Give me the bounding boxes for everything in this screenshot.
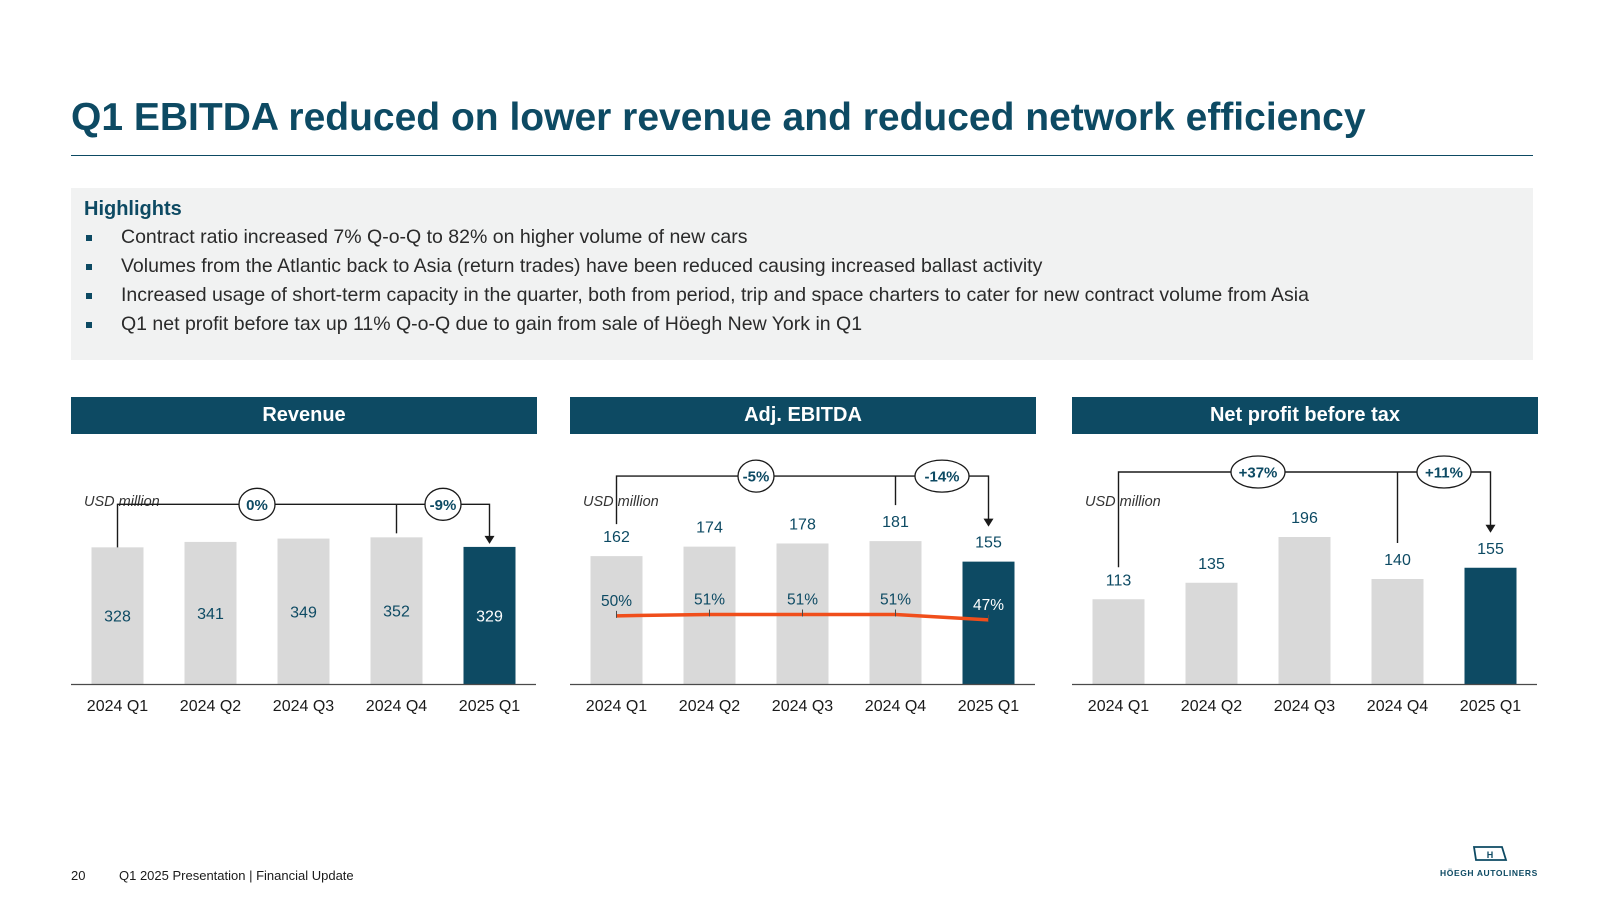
margin-value-label: 50% xyxy=(601,593,632,610)
highlights-heading: Highlights xyxy=(84,198,182,220)
change-bracket xyxy=(1117,471,1492,568)
change-arrowhead xyxy=(484,535,495,544)
change-bubble xyxy=(1416,455,1472,489)
bar xyxy=(962,561,1015,684)
bar xyxy=(590,556,643,684)
change-bubble xyxy=(424,487,462,521)
change-bracket xyxy=(116,503,491,548)
change-label: +37% xyxy=(1239,465,1278,482)
adj-ebitda-panel-header: Adj. EBITDA xyxy=(570,397,1036,434)
x-tick-label: 2025 Q1 xyxy=(958,698,1019,715)
change-label: 0% xyxy=(246,497,268,514)
bar xyxy=(370,537,423,684)
bar xyxy=(1092,599,1145,684)
x-tick-label: 2024 Q4 xyxy=(366,698,427,715)
revenue-chart: USD million 328 2024 Q1 341 2024 Q2 349 2024 Q… xyxy=(71,487,536,715)
highlight-item: Increased usage of short-term capacity i… xyxy=(84,281,1520,310)
highlight-item: Contract ratio increased 7% Q-o-Q to 82%… xyxy=(84,223,1520,252)
change-bubble xyxy=(914,459,970,493)
highlight-item: Volumes from the Atlantic back to Asia (… xyxy=(84,252,1520,281)
bar-value-label: 349 xyxy=(290,604,317,621)
bar-value-label: 174 xyxy=(696,520,723,537)
page-title: Q1 EBITDA reduced on lower revenue and r… xyxy=(71,96,1366,139)
x-tick-label: 2024 Q3 xyxy=(1274,698,1335,715)
highlight-item: Q1 net profit before tax up 11% Q-o-Q du… xyxy=(84,310,1520,339)
bar xyxy=(91,547,144,684)
change-label: -9% xyxy=(430,497,457,514)
net-profit-chart: USD million 113 2024 Q1 135 2024 Q2 196 2024 Q… xyxy=(1072,455,1537,715)
x-tick-label: 2025 Q1 xyxy=(459,698,520,715)
change-arrowhead xyxy=(983,518,994,527)
x-tick-label: 2024 Q4 xyxy=(1367,698,1428,715)
x-tick-label: 2024 Q3 xyxy=(273,698,334,715)
change-label: -14% xyxy=(924,469,959,486)
unit-label: USD million xyxy=(583,494,659,510)
change-bubble xyxy=(1230,455,1286,489)
x-tick-label: 2024 Q2 xyxy=(679,698,740,715)
x-tick-label: 2024 Q1 xyxy=(586,698,647,715)
bar xyxy=(1278,537,1331,684)
bar xyxy=(463,546,516,684)
title-divider xyxy=(71,155,1533,156)
bar-value-label: 135 xyxy=(1198,556,1225,573)
page-number: 20 xyxy=(71,868,86,883)
svg-text:H: H xyxy=(1487,850,1494,860)
bar xyxy=(184,541,237,684)
highlights-list: Contract ratio increased 7% Q-o-Q to 82%… xyxy=(84,223,1520,339)
net-profit-panel-header: Net profit before tax xyxy=(1072,397,1538,434)
revenue-panel: Revenue USD million 328 2024 Q1 341 2024 Q2 3… xyxy=(71,397,537,727)
bar xyxy=(277,538,330,684)
bar xyxy=(1464,567,1517,684)
hoegh-logo-icon: H xyxy=(1472,846,1508,861)
bar-value-label: 196 xyxy=(1291,510,1318,527)
x-tick-label: 2025 Q1 xyxy=(1460,698,1521,715)
bar-value-label: 140 xyxy=(1384,552,1411,569)
x-tick-label: 2024 Q2 xyxy=(1181,698,1242,715)
bar-value-label: 162 xyxy=(603,529,630,546)
bar-value-label: 352 xyxy=(383,604,410,621)
change-bubble xyxy=(238,487,276,521)
bar xyxy=(1185,582,1238,684)
net-profit-panel: Net profit before tax USD million 113 2024… xyxy=(1072,397,1538,727)
adj-ebitda-panel: Adj. EBITDA USD million 162 2024 Q1 174 2024… xyxy=(570,397,1036,727)
x-tick-label: 2024 Q4 xyxy=(865,698,926,715)
bar xyxy=(1371,579,1424,684)
bar-value-label: 328 xyxy=(104,609,131,626)
x-tick-label: 2024 Q1 xyxy=(87,698,148,715)
change-arrowhead xyxy=(1485,524,1496,533)
bar-value-label: 178 xyxy=(789,516,816,533)
adj-ebitda-chart: USD million 162 2024 Q1 174 2024 Q2 178 2024 Q… xyxy=(570,459,1035,715)
bar-value-label: 113 xyxy=(1106,572,1132,589)
x-tick-label: 2024 Q2 xyxy=(180,698,241,715)
footer-text: Q1 2025 Presentation | Financial Update xyxy=(119,868,354,883)
revenue-panel-header: Revenue xyxy=(71,397,537,434)
x-tick-label: 2024 Q3 xyxy=(772,698,833,715)
margin-value-label: 51% xyxy=(694,591,725,608)
change-label: +11% xyxy=(1425,465,1463,482)
logo-text: HÖEGH AUTOLINERS xyxy=(1440,868,1538,878)
change-label: -5% xyxy=(743,469,770,486)
bar-value-label: 181 xyxy=(882,514,909,531)
margin-value-label: 51% xyxy=(787,591,818,608)
change-bubble xyxy=(737,459,775,493)
unit-label: USD million xyxy=(84,494,160,510)
change-bracket xyxy=(615,475,990,525)
bar-value-label: 341 xyxy=(197,606,224,623)
margin-value-label: 47% xyxy=(973,597,1004,614)
margin-value-label: 51% xyxy=(880,591,911,608)
bar-value-label: 329 xyxy=(476,608,503,625)
unit-label: USD million xyxy=(1085,494,1161,510)
highlights-box: Highlights Contract ratio increased 7% Q… xyxy=(71,188,1533,360)
bar-value-label: 155 xyxy=(1477,541,1504,558)
bar-value-label: 155 xyxy=(975,535,1002,552)
x-tick-label: 2024 Q1 xyxy=(1088,698,1149,715)
